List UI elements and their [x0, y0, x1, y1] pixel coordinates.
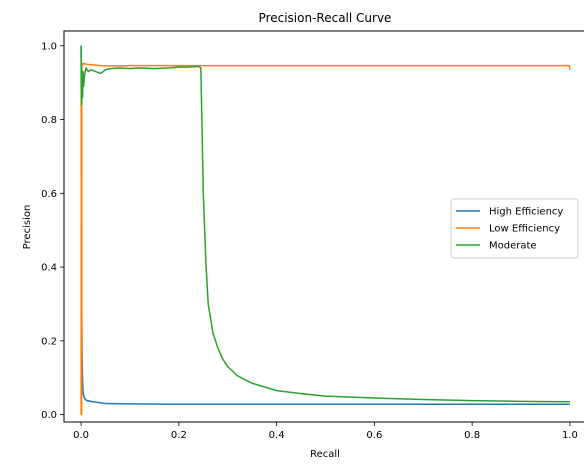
series-line-moderate	[80, 45, 570, 403]
legend-items: High Efficiency Low Efficiency Moderate	[456, 207, 563, 252]
x-axis-title: Recall	[310, 449, 340, 460]
y-tick-label: 0.4	[41, 263, 57, 274]
y-axis-title: Precision	[22, 205, 33, 250]
series-line-low-efficiency	[80, 62, 571, 416]
legend: High Efficiency Low Efficiency Moderate	[450, 198, 579, 259]
y-tick-label: 0.0	[41, 410, 57, 421]
y-axis-ticks: 0.0 0.2 0.4 0.6 0.8 1.0	[41, 41, 64, 421]
x-tick-label: 0.4	[269, 430, 285, 441]
x-tick-label: 1.0	[562, 430, 578, 441]
y-tick-label: 1.0	[41, 41, 57, 52]
x-tick-label: 0.6	[366, 430, 382, 441]
legend-box	[450, 198, 579, 259]
series-layer	[80, 45, 571, 416]
x-tick-label: 0.8	[464, 430, 480, 441]
x-tick-label: 0.0	[73, 430, 89, 441]
plot-frame	[63, 30, 584, 423]
legend-label: High Efficiency	[489, 207, 563, 218]
legend-label: Low Efficiency	[489, 224, 560, 235]
y-tick-label: 0.2	[41, 336, 57, 347]
chart-title: Precision-Recall Curve	[259, 11, 392, 25]
y-tick-label: 0.6	[41, 189, 57, 200]
x-axis-ticks: 0.0 0.2 0.4 0.6 0.8 1.0	[73, 422, 578, 441]
legend-label: Moderate	[489, 241, 537, 252]
x-tick-label: 0.2	[171, 430, 187, 441]
y-tick-label: 0.8	[41, 115, 57, 126]
